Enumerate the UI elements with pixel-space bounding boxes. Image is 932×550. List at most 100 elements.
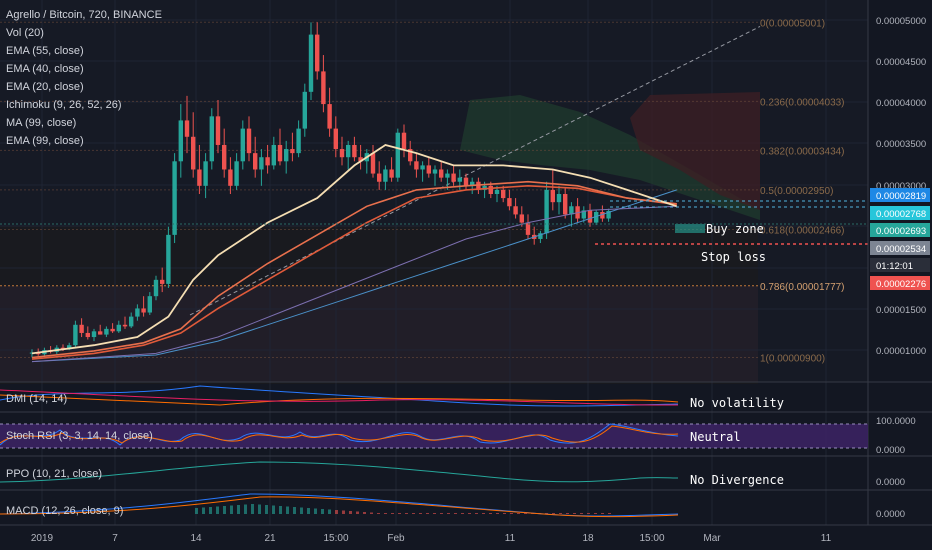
candle-body bbox=[85, 332, 90, 338]
macd-label: MACD (12, 26, close, 9) bbox=[6, 505, 124, 517]
price-axis-bg bbox=[868, 0, 932, 550]
macd-hist-bar bbox=[328, 509, 331, 514]
macd-hist-bar bbox=[377, 513, 380, 514]
macd-hist-bar bbox=[251, 504, 254, 514]
macd-hist-bar bbox=[412, 513, 415, 514]
fib-label-4: 0.618(0.00002466) bbox=[760, 225, 845, 236]
candle-body bbox=[222, 144, 227, 170]
y-tick-label: 0.00004500 bbox=[876, 57, 926, 68]
macd-hist-bar bbox=[335, 510, 338, 514]
macd-hist-bar bbox=[524, 513, 527, 514]
x-tick-label: 2019 bbox=[31, 533, 54, 544]
macd-hist-bar bbox=[384, 513, 387, 514]
candle-body bbox=[129, 316, 134, 327]
macd-hist-bar bbox=[202, 507, 205, 514]
indicator-ma99: MA (99, close) bbox=[6, 117, 77, 129]
macd-hist-bar bbox=[237, 505, 240, 514]
candle-body bbox=[439, 169, 444, 178]
macd-hist-bar bbox=[314, 508, 317, 514]
candle-body bbox=[507, 198, 512, 207]
candle-body bbox=[556, 194, 562, 203]
candle-body bbox=[215, 116, 221, 145]
candle-body bbox=[358, 157, 363, 162]
candle-body bbox=[203, 161, 208, 186]
candle-body bbox=[457, 177, 462, 182]
candle-body bbox=[550, 189, 555, 203]
macd-hist-bar bbox=[300, 507, 303, 514]
candle-body bbox=[600, 211, 605, 219]
macd-hist-bar bbox=[321, 509, 324, 514]
price-badge-bg bbox=[870, 223, 930, 237]
macd-hist-bar bbox=[489, 513, 492, 514]
fib-label-6: 1(0.00000900) bbox=[760, 353, 825, 364]
ema20-line bbox=[31, 144, 678, 355]
fib-label-3: 0.5(0.00002950) bbox=[760, 186, 833, 197]
x-tick-label: 15:00 bbox=[323, 533, 348, 544]
candle-body bbox=[352, 144, 357, 158]
macd-hist-bar bbox=[496, 513, 499, 514]
macd-hist-bar bbox=[601, 513, 604, 514]
candle-body bbox=[327, 104, 332, 129]
candle-body bbox=[122, 324, 128, 327]
candle-body bbox=[389, 169, 394, 178]
candle-body bbox=[581, 210, 586, 219]
candle-body bbox=[333, 128, 338, 150]
candle-body bbox=[519, 214, 524, 223]
chart-title: Agrello / Bitcoin, 720, BINANCE bbox=[6, 9, 162, 21]
candle-body bbox=[160, 279, 165, 284]
y-tick-label: 0.00005000 bbox=[876, 16, 926, 27]
indicator-ema20: EMA (20, close) bbox=[6, 81, 84, 93]
x-tick-label: Mar bbox=[703, 533, 721, 544]
candle-body bbox=[67, 345, 72, 350]
macd-hist-bar bbox=[223, 506, 226, 514]
indicator-ichimoku: Ichimoku (9, 26, 52, 26) bbox=[6, 99, 122, 111]
y-tick-label: 0.00003500 bbox=[876, 139, 926, 150]
candle-body bbox=[488, 185, 493, 194]
macd-hist-bar bbox=[440, 513, 443, 514]
price-badge-bg bbox=[870, 258, 930, 272]
candle-body bbox=[153, 279, 159, 297]
macd-hist-bar bbox=[517, 513, 520, 514]
candle-body bbox=[569, 206, 574, 215]
candle-body bbox=[277, 144, 283, 162]
candle-body bbox=[184, 120, 190, 137]
y-tick-label: 0.00003000 bbox=[876, 181, 926, 192]
macd-hist-bar bbox=[272, 505, 275, 514]
candle-body bbox=[513, 206, 518, 215]
indicator-vol: Vol (20) bbox=[6, 27, 44, 39]
candle-body bbox=[253, 153, 258, 170]
ema55-line bbox=[31, 184, 677, 360]
candle-body bbox=[470, 181, 475, 186]
candle-body bbox=[104, 328, 109, 335]
macd-hist-bar bbox=[461, 513, 464, 514]
indicator-ema55: EMA (55, close) bbox=[6, 45, 84, 57]
macd-hist-bar bbox=[363, 512, 366, 514]
ema40-line bbox=[31, 180, 677, 359]
x-tick-label: 15:00 bbox=[639, 533, 664, 544]
candle-body bbox=[209, 116, 214, 162]
fib-zone-lower-bg bbox=[0, 286, 758, 382]
price-badge-bg bbox=[870, 241, 930, 255]
fib-label-2: 0.382(0.00003434) bbox=[760, 146, 845, 157]
candle-body bbox=[116, 324, 121, 332]
x-tick-label: 18 bbox=[582, 533, 594, 544]
x-tick-label: 14 bbox=[190, 533, 202, 544]
candle-body bbox=[414, 161, 419, 170]
trend-line bbox=[189, 25, 761, 316]
stoch-label: Stoch RSI (3, 3, 14, 14, close) bbox=[6, 430, 153, 442]
no-volatility-label: No volatility bbox=[690, 396, 784, 410]
candle-body bbox=[339, 149, 345, 158]
ema99-line bbox=[31, 189, 677, 363]
candle-body bbox=[228, 169, 233, 186]
candle-body bbox=[73, 324, 78, 346]
stoch-d-line bbox=[0, 425, 679, 444]
macd-hist-bar bbox=[475, 513, 478, 514]
candle-body bbox=[79, 324, 84, 333]
macd-hist-bar bbox=[342, 510, 345, 514]
macd-tick: 0.0000 bbox=[876, 509, 905, 520]
candle-body bbox=[290, 149, 295, 154]
candle-body bbox=[271, 144, 276, 166]
fib-label-1: 0.236(0.00004033) bbox=[760, 97, 845, 108]
macd-hist-bar bbox=[209, 507, 212, 514]
